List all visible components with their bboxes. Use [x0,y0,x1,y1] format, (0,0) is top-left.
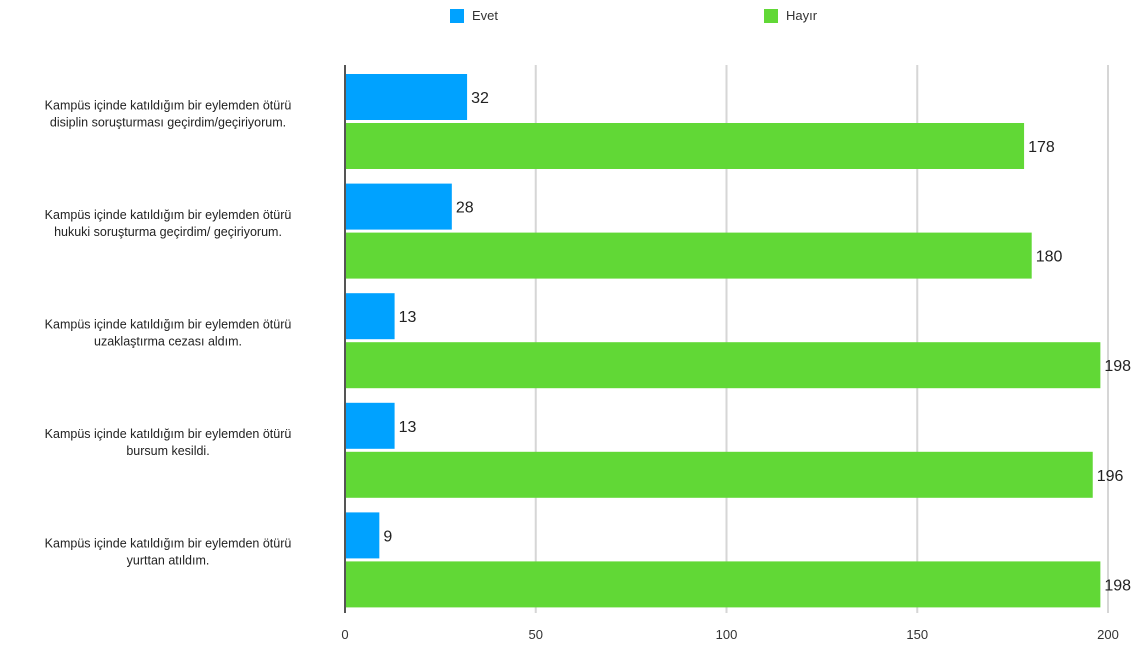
legend-label-evet: Evet [472,8,499,23]
bar-hayr-1 [345,232,1032,279]
category-label-line: uzaklaştırma cezası aldım. [94,335,242,349]
data-label: 13 [399,419,417,436]
category-label-line: Kampüs içinde katıldığım bir eylemden öt… [45,537,292,551]
category-label-line: Kampüs içinde katıldığım bir eylemden öt… [45,318,292,332]
data-label: 32 [471,90,489,107]
legend-swatch-evet [450,8,464,23]
legend-swatch-hayir [764,8,778,23]
data-label: 198 [1104,577,1131,594]
x-tick-label: 50 [529,627,543,642]
x-tick-label: 150 [906,627,928,642]
bar-evet-3 [345,402,395,449]
bar-evet-4 [345,512,380,559]
x-tick-label: 100 [716,627,738,642]
data-label: 198 [1104,358,1131,375]
bar-evet-1 [345,183,452,230]
bar-evet-2 [345,293,395,340]
bar-evet-0 [345,74,468,120]
category-label-line: Kampüs içinde katıldığım bir eylemden öt… [45,427,292,441]
data-label: 28 [456,200,474,217]
category-label-line: bursum kesildi. [126,444,209,458]
legend-label-hayir: Hayır [786,8,818,23]
x-tick-label: 0 [341,627,348,642]
data-label: 180 [1036,249,1063,266]
bar-hayr-0 [345,123,1025,169]
category-label-line: Kampüs içinde katıldığım bir eylemden öt… [45,208,292,222]
legend-evet: Evet [450,8,498,23]
x-tick-label: 200 [1097,627,1119,642]
data-label: 9 [383,528,392,545]
category-label-line: Kampüs içinde katıldığım bir eylemden öt… [45,98,292,112]
category-label-line: hukuki soruşturma geçirdim/ geçiriyorum. [54,225,282,239]
category-label-line: yurttan atıldım. [127,554,210,568]
data-label: 178 [1028,139,1055,156]
data-label: 196 [1097,468,1124,485]
legend-hayir: Hayır [764,8,817,23]
bar-hayr-4 [345,561,1101,608]
bar-hayr-3 [345,451,1093,498]
data-label: 13 [399,309,417,326]
bar-hayr-2 [345,342,1101,389]
category-label-line: disiplin soruşturması geçirdim/geçiriyor… [50,115,286,129]
